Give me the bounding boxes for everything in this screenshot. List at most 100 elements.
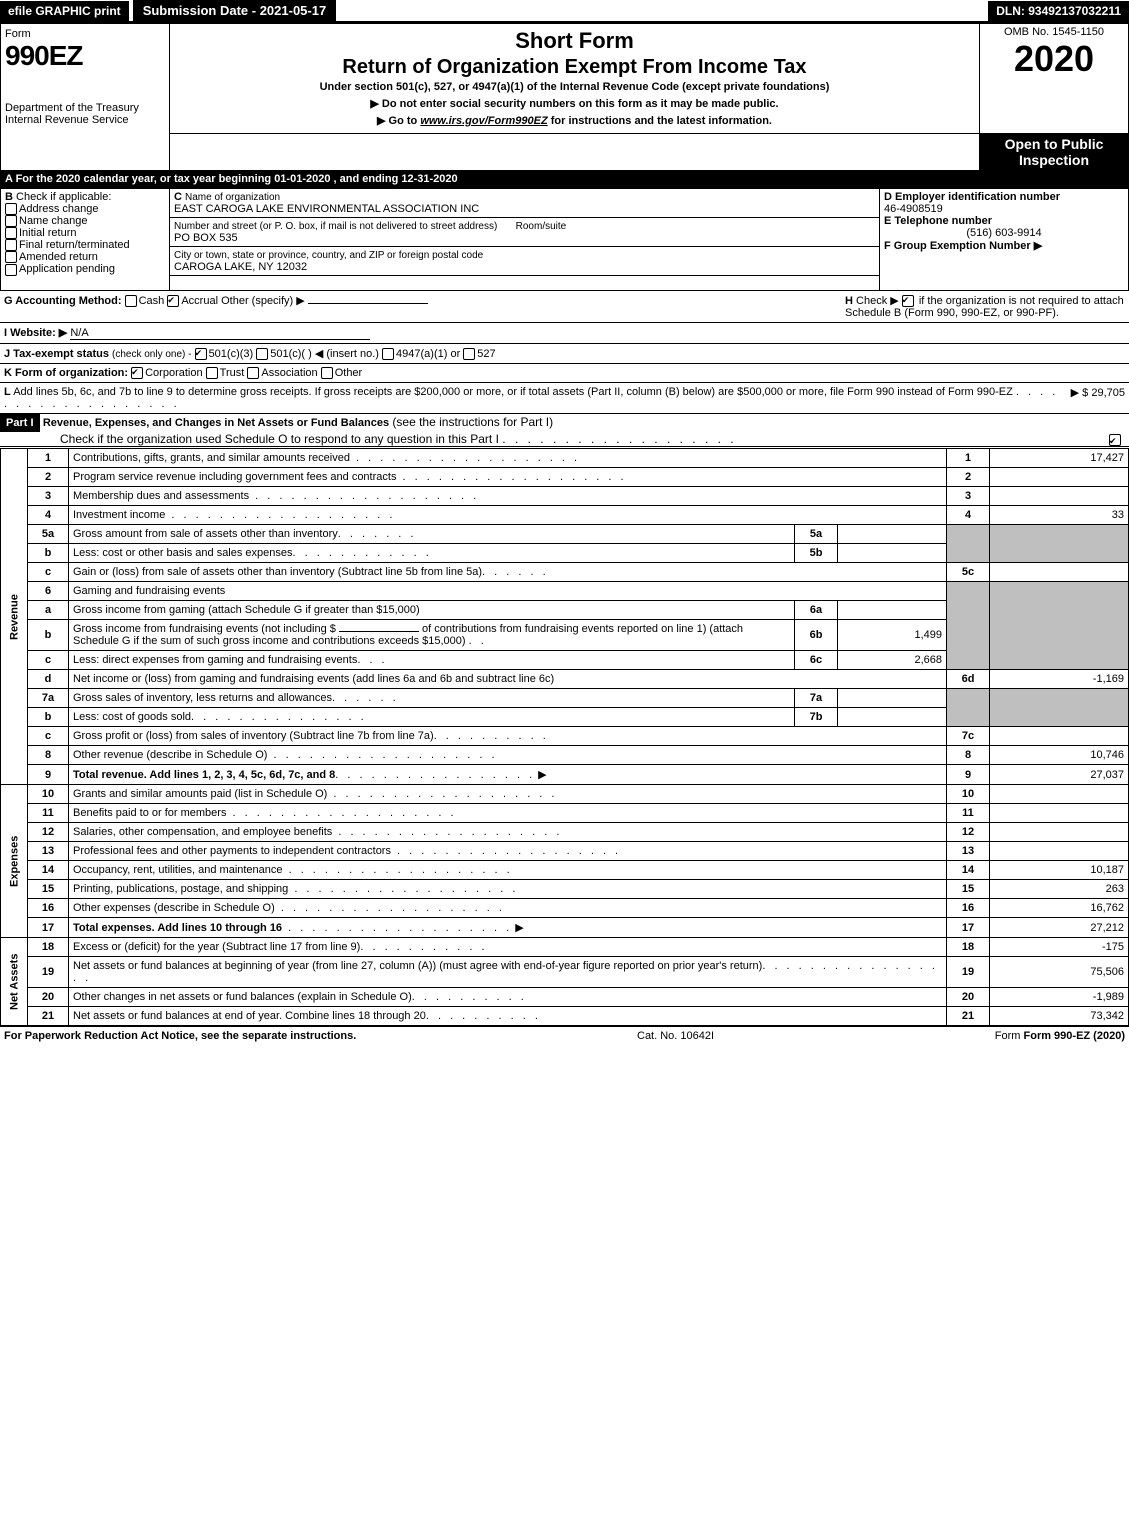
dots: . . . . . . . . . . . . . . . . . . . xyxy=(327,788,557,800)
corp-label: Corporation xyxy=(145,367,202,379)
line-12-text: Salaries, other compensation, and employ… xyxy=(73,826,332,838)
501c-checkbox[interactable] xyxy=(256,348,268,360)
section-d: D Employer identification number 46-4908… xyxy=(880,189,1129,291)
501c3-checkbox[interactable] xyxy=(195,348,207,360)
line-7b-sval xyxy=(838,708,947,727)
final-return-checkbox[interactable] xyxy=(5,239,17,251)
application-pending-checkbox[interactable] xyxy=(5,264,17,276)
line-7b-sln: 7b xyxy=(795,708,838,727)
dots: . . xyxy=(469,635,487,647)
dots: . . . . . . . . . . . . . . . . . . . xyxy=(391,845,621,857)
part1-checkbox[interactable] xyxy=(1109,434,1121,446)
shaded-5 xyxy=(947,525,990,563)
line-10-ln: 10 xyxy=(947,785,990,804)
line-2-desc: Program service revenue including govern… xyxy=(69,468,947,487)
line-17-desc: Total expenses. Add lines 10 through 16 … xyxy=(69,918,947,938)
submission-date: Submission Date - 2021-05-17 xyxy=(133,0,337,21)
line-7a-sln: 7a xyxy=(795,689,838,708)
irs-link[interactable]: www.irs.gov/Form990EZ xyxy=(420,115,547,127)
dots: . . . . . . . . . . . . . . . . . . . xyxy=(249,490,479,502)
section-i: I Website: ▶ N/A xyxy=(0,323,1129,344)
part1-title: Revenue, Expenses, and Changes in Net As… xyxy=(43,417,389,429)
line-5a-sln: 5a xyxy=(795,525,838,544)
line-15-desc: Printing, publications, postage, and shi… xyxy=(69,880,947,899)
line-1-num: 1 xyxy=(28,449,69,468)
website-value: N/A xyxy=(70,327,370,340)
initial-return-checkbox[interactable] xyxy=(5,227,17,239)
line-5a-text: Gross amount from sale of assets other t… xyxy=(73,528,338,540)
part1-instr: (see the instructions for Part I) xyxy=(392,415,553,429)
dots: . . . . . . . . . . . . . . . . . . . xyxy=(165,509,395,521)
top-bar: efile GRAPHIC print Submission Date - 20… xyxy=(0,0,1129,23)
line-16-ln: 16 xyxy=(947,899,990,918)
line-19-ln: 19 xyxy=(947,957,990,988)
d-label: D Employer identification number xyxy=(884,191,1060,203)
line-19-val: 75,506 xyxy=(990,957,1129,988)
line-5c-num: c xyxy=(28,563,69,582)
501c3-label: 501(c)(3) xyxy=(209,348,254,360)
line-9-ln: 9 xyxy=(947,765,990,785)
other-specify-input[interactable] xyxy=(308,303,428,304)
dots: . . . . . . xyxy=(332,692,399,704)
527-checkbox[interactable] xyxy=(463,348,475,360)
line-6c-text: Less: direct expenses from gaming and fu… xyxy=(73,654,357,666)
h-checkbox[interactable] xyxy=(902,295,914,307)
org-info-table: B Check if applicable: Address change Na… xyxy=(0,188,1129,291)
line-15-val: 263 xyxy=(990,880,1129,899)
line-5c-desc: Gain or (loss) from sale of assets other… xyxy=(69,563,947,582)
cat-number: Cat. No. 10642I xyxy=(637,1030,714,1042)
line-2-num: 2 xyxy=(28,468,69,487)
line-12-num: 12 xyxy=(28,823,69,842)
dots: . . . . . . . . . . . . . . . xyxy=(191,711,367,723)
line-14-text: Occupancy, rent, utilities, and maintena… xyxy=(73,864,283,876)
final-return-label: Final return/terminated xyxy=(19,239,130,251)
form-word: Form xyxy=(5,28,165,40)
shaded-5v xyxy=(990,525,1129,563)
line-5c-ln: 5c xyxy=(947,563,990,582)
dots: . . . xyxy=(357,654,387,666)
line-11-val xyxy=(990,804,1129,823)
dots: . . . . . . . . . . . . . . . . . xyxy=(335,769,535,781)
line-12-desc: Salaries, other compensation, and employ… xyxy=(69,823,947,842)
line-a: A For the 2020 calendar year, or tax yea… xyxy=(1,171,1129,188)
shaded-7 xyxy=(947,689,990,727)
return-title: Return of Organization Exempt From Incom… xyxy=(174,56,975,79)
dept-treasury: Department of the Treasury xyxy=(5,102,165,114)
address-change-checkbox[interactable] xyxy=(5,203,17,215)
line-4-desc: Investment income . . . . . . . . . . . … xyxy=(69,506,947,525)
assoc-checkbox[interactable] xyxy=(247,367,259,379)
line-16-num: 16 xyxy=(28,899,69,918)
dots: . . . . . . . . . . xyxy=(434,730,549,742)
j-note: (check only one) - xyxy=(112,349,191,360)
line-6a-num: a xyxy=(28,601,69,620)
line-6b-sln: 6b xyxy=(795,620,838,651)
line-6b-blank[interactable] xyxy=(339,631,419,632)
name-change-checkbox[interactable] xyxy=(5,215,17,227)
corp-checkbox[interactable] xyxy=(131,367,143,379)
cash-checkbox[interactable] xyxy=(125,295,137,307)
trust-checkbox[interactable] xyxy=(206,367,218,379)
trust-label: Trust xyxy=(220,367,245,379)
line-6d-ln: 6d xyxy=(947,670,990,689)
other-checkbox[interactable] xyxy=(321,367,333,379)
efile-print-button[interactable]: efile GRAPHIC print xyxy=(0,1,129,21)
ein-value: 46-4908519 xyxy=(884,203,943,215)
form-title-cell: Short Form Return of Organization Exempt… xyxy=(170,24,980,134)
accrual-checkbox[interactable] xyxy=(167,295,179,307)
dots: . . . . . . . . . . . . . . . . . . . xyxy=(350,452,580,464)
f-label: F Group Exemption Number ▶ xyxy=(884,240,1042,252)
4947-checkbox[interactable] xyxy=(382,348,394,360)
tax-year: 2020 xyxy=(984,38,1124,80)
j-label: J Tax-exempt status xyxy=(4,348,109,360)
line-21-num: 21 xyxy=(28,1007,69,1026)
line-14-desc: Occupancy, rent, utilities, and maintena… xyxy=(69,861,947,880)
netassets-side-label: Net Assets xyxy=(1,938,28,1026)
form-number: 990EZ xyxy=(5,40,165,72)
line-8-num: 8 xyxy=(28,746,69,765)
line-5b-desc: Less: cost or other basis and sales expe… xyxy=(69,544,795,563)
line-5a-sval xyxy=(838,525,947,544)
name-of-org-label: Name of organization xyxy=(185,192,280,203)
amended-return-checkbox[interactable] xyxy=(5,251,17,263)
top-bar-left: efile GRAPHIC print Submission Date - 20… xyxy=(0,0,336,21)
line-8-ln: 8 xyxy=(947,746,990,765)
